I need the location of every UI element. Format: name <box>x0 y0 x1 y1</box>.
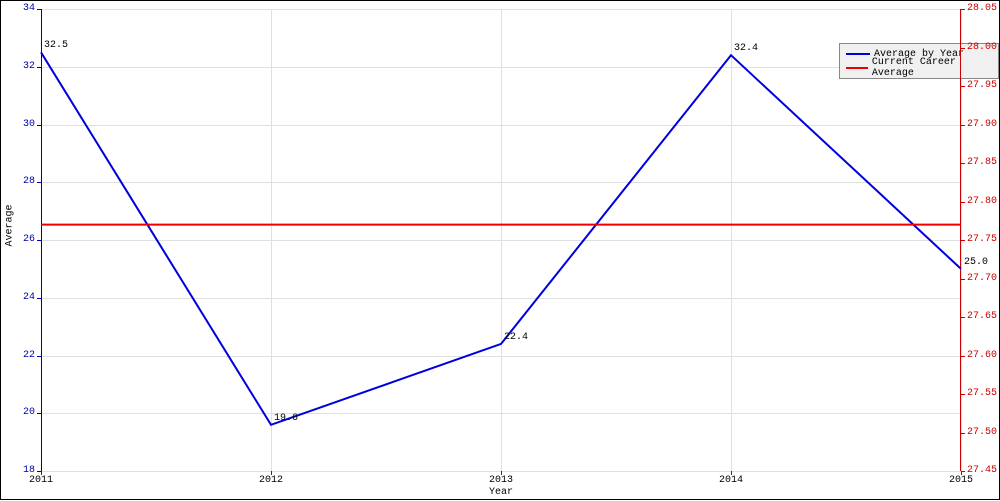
data-point-label: 25.0 <box>964 257 988 268</box>
chart-svg <box>1 1 1000 501</box>
data-point-label: 32.5 <box>44 40 68 51</box>
chart-container: Average Year Average by YearCurrent Care… <box>0 0 1000 500</box>
data-point-label: 22.4 <box>504 332 528 343</box>
data-point-label: 19.6 <box>274 413 298 424</box>
series-line <box>41 52 961 424</box>
data-point-label: 32.4 <box>734 43 758 54</box>
